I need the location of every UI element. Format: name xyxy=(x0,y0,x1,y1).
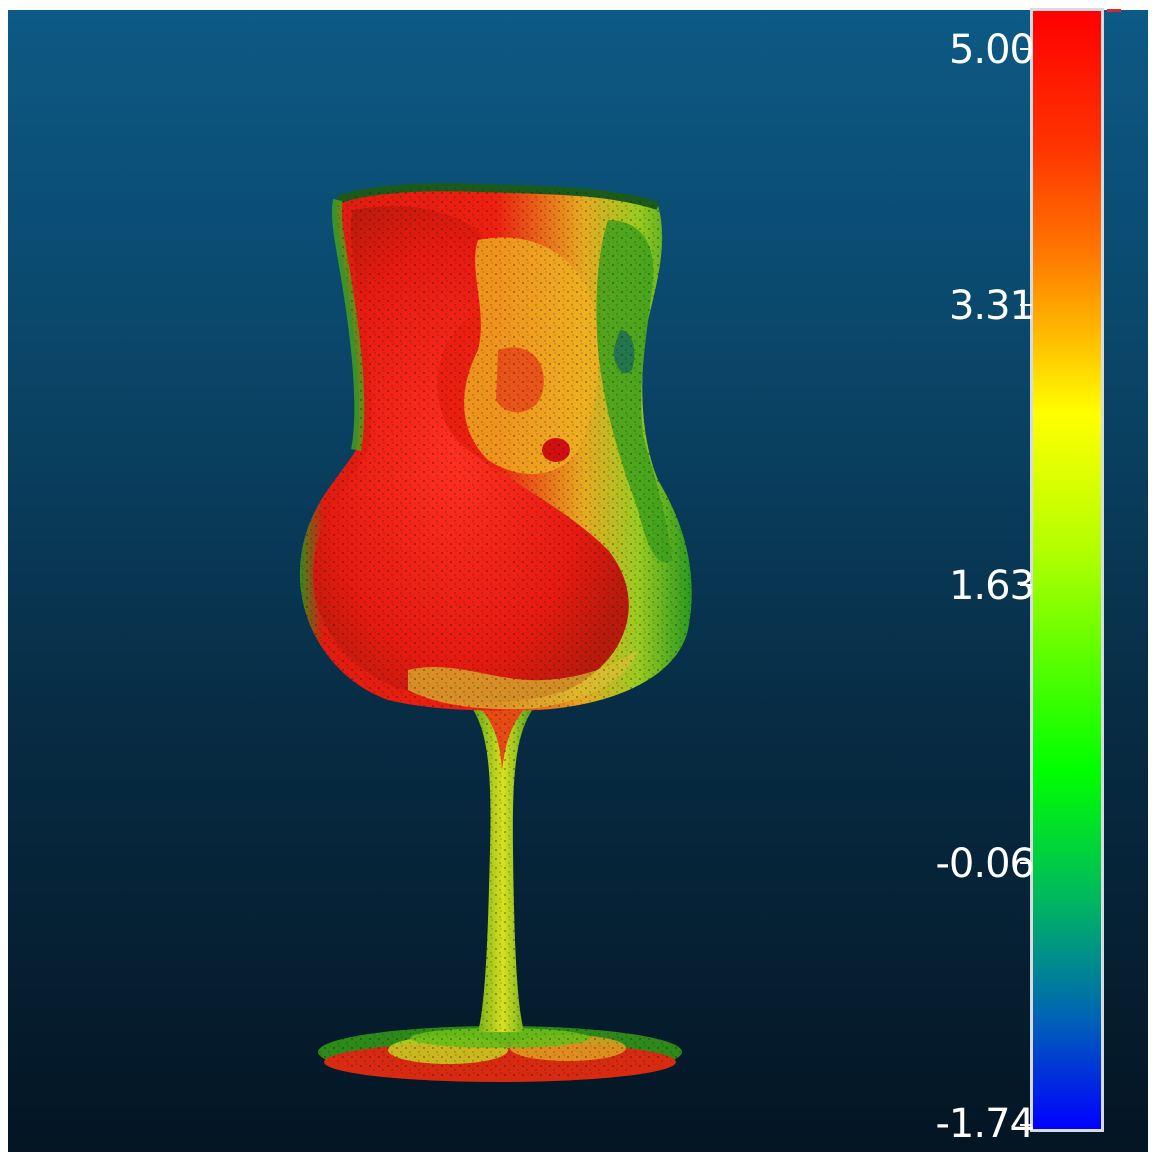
goblet-stem xyxy=(470,705,536,1032)
goblet-base xyxy=(318,1026,682,1082)
scale-tick-mark xyxy=(1020,584,1032,586)
3d-viewport[interactable] xyxy=(8,10,1148,1152)
scale-tick-mark xyxy=(1020,48,1032,50)
goblet-model[interactable] xyxy=(8,10,1148,1152)
color-scale-bar xyxy=(1030,8,1104,1132)
scale-tick-label: 1.63 xyxy=(948,563,1035,609)
scale-marker xyxy=(1107,9,1121,12)
scale-tick-mark xyxy=(1020,304,1032,306)
goblet-cup xyxy=(299,183,692,711)
scale-tick-mark xyxy=(1020,1124,1032,1126)
scale-tick-label: 3.31 xyxy=(948,283,1035,329)
scale-tick-label: 5.00 xyxy=(948,27,1035,73)
scale-tick-mark xyxy=(1020,862,1032,864)
scale-tick-label: -1.74 xyxy=(935,1101,1035,1147)
scale-tick-label: -0.06 xyxy=(935,841,1035,887)
